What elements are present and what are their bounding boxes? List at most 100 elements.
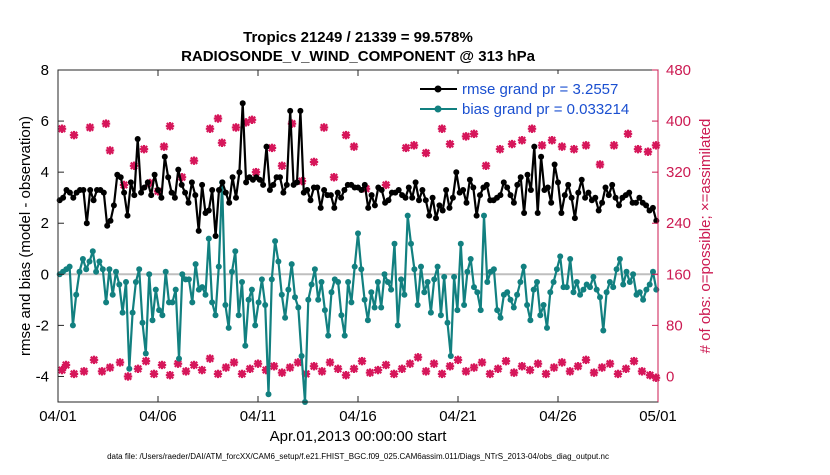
obs-assimilated-marker [237, 369, 247, 379]
bias-point [567, 256, 574, 262]
bias-point [355, 230, 361, 237]
rmse-point [592, 194, 599, 201]
bias-point [620, 281, 627, 288]
rmse-point [141, 184, 148, 191]
bias-point [258, 276, 265, 283]
bias-point [421, 289, 428, 296]
rmse-point [341, 187, 348, 193]
obs-assimilated-marker [149, 369, 159, 379]
y-axis-right-label: # of obs: o=possible; ×=assimilated [697, 119, 714, 354]
bias-point [587, 284, 593, 291]
rmse-point [626, 189, 633, 196]
bias-point [444, 319, 451, 326]
rmse-point [148, 192, 155, 199]
bias-point [484, 279, 491, 285]
bias-point [179, 271, 186, 278]
bias-point [467, 256, 474, 262]
bias-point [540, 302, 547, 308]
bias-point [497, 314, 504, 321]
bias-point [239, 279, 245, 285]
bias-point [464, 268, 471, 275]
bias-point [553, 266, 560, 273]
bias-point [265, 391, 272, 398]
bias-point [152, 286, 159, 293]
bias-point [550, 279, 557, 285]
rmse-point [473, 212, 480, 219]
obs-assimilated-marker [79, 367, 89, 376]
rmse-point [327, 192, 334, 199]
bias-point [272, 238, 279, 245]
bias-point [381, 271, 388, 278]
rmse-point [338, 194, 345, 201]
rmse-point [585, 189, 592, 196]
bias-point [76, 268, 83, 275]
obs-assimilated-marker [565, 367, 575, 376]
rmse-point [521, 210, 528, 216]
obs-assimilated-marker [341, 370, 351, 380]
y-tick-label: 8 [41, 62, 49, 79]
bias-point [318, 279, 325, 285]
bias-point [404, 212, 411, 219]
obs-possible-marker [401, 143, 411, 153]
bias-point [613, 266, 620, 273]
legend-bias-marker [434, 105, 442, 113]
obs-assimilated-marker [429, 359, 439, 368]
bias-point [86, 258, 93, 265]
rmse-point [185, 199, 192, 206]
bias-point [623, 268, 630, 275]
rmse-point [80, 187, 87, 193]
rmse-point [226, 199, 233, 206]
obs-assimilated-marker [69, 369, 79, 379]
obs-assimilated-marker [253, 359, 263, 368]
bias-point [520, 263, 527, 270]
bias-point [83, 266, 90, 273]
rmse-point [212, 233, 219, 239]
bias-point [454, 307, 461, 314]
rmse-point [449, 194, 456, 201]
bias-point [292, 294, 298, 301]
obs-assimilated-marker [597, 363, 607, 372]
footnote: data file: /Users/raeder/DAI/ATM_forcXX/… [107, 452, 609, 461]
y-tick-label: 2 [41, 215, 49, 232]
rmse-point [361, 181, 368, 188]
obs-assimilated-marker [405, 359, 415, 368]
obs-assimilated-marker [573, 362, 583, 371]
obs-possible-marker [537, 141, 547, 150]
obs-assimilated-marker [421, 367, 431, 376]
obs-assimilated-marker [605, 359, 615, 368]
x-tick-label: 04/21 [439, 408, 477, 425]
rmse-point [643, 202, 650, 209]
obs-assimilated-marker [123, 372, 133, 381]
rmse-point [578, 176, 585, 183]
rmse-point [555, 179, 561, 186]
rmse-point [216, 187, 222, 193]
bias-point [563, 284, 570, 291]
legend-box [414, 74, 656, 120]
y-tick-label-right: 160 [666, 266, 691, 283]
rmse-point [378, 187, 385, 193]
obs-possible-marker [231, 123, 241, 132]
rmse-point [466, 176, 473, 183]
obs-assimilated-marker [197, 365, 207, 375]
obs-assimilated-marker [493, 364, 503, 373]
bias-point [338, 312, 345, 319]
rmse-point [422, 197, 429, 204]
rmse-point [470, 184, 477, 191]
bias-point [401, 291, 408, 298]
obs-assimilated-marker [469, 363, 479, 372]
obs-assimilated-marker [453, 355, 463, 365]
obs-assimilated-marker [115, 358, 125, 367]
bias-point [132, 279, 139, 285]
bias-point [172, 286, 179, 293]
bias-point [116, 281, 123, 288]
bias-point [69, 322, 76, 329]
bias-point [650, 268, 656, 275]
obs-possible-marker [409, 141, 419, 150]
bias-point [169, 299, 176, 306]
rmse-point [477, 192, 483, 199]
bias-point [537, 312, 544, 319]
obs-possible-marker [165, 121, 175, 131]
obs-assimilated-marker [437, 369, 447, 379]
legend-rmse-marker [434, 85, 442, 93]
bias-point [471, 284, 477, 291]
